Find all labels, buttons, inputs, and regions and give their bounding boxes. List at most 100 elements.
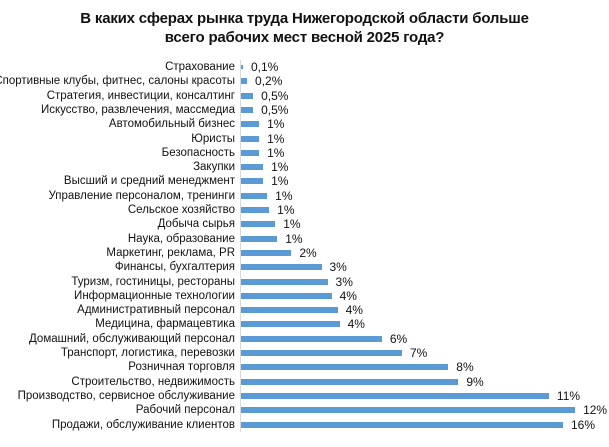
value-label: 12% [583,403,608,418]
category-label: Страхование [165,61,235,73]
bar-chart-plot-area: Страхование 0,1% Спортивные клубы, фитнес,… [0,60,609,432]
category-label: Стратегия, инвестиции, консалтинг [46,89,235,102]
value-label: 11% [556,388,581,403]
category-label: Закупки [193,161,235,174]
value-label: 9% [466,374,484,389]
bar-row: Финансы, бухгалтерия 3% [0,260,609,274]
bar-row: Рабочий персонал 12% [0,403,609,417]
category-label: Информационные технологии [74,289,235,302]
category-label: Управление персоналом, тренинги [48,189,236,202]
value-label: 1% [275,188,293,203]
category-label: Финансы, бухгалтерия [114,261,235,274]
category-label: Производство, сервисное обслуживание [17,389,235,402]
value-label: 1% [271,174,289,189]
value-label: 2% [299,245,317,260]
bar [241,292,332,299]
bar-row: Транспорт, логистика, перевозки 7% [0,346,609,360]
category-label: Добыча сырья [157,218,235,231]
bar [241,65,243,69]
value-label: 3% [329,260,347,275]
bar-row: Сельское хозяйство 1% [0,203,609,217]
value-label: 0,5% [261,88,289,103]
category-label: Туризм, гостиницы, рестораны [71,275,235,288]
category-label: Сельское хозяйство [127,204,235,216]
bar-row: Маркетинг, реклама, PR 2% [0,246,609,260]
value-label: 0,2% [255,74,283,89]
value-label: 8% [456,360,474,375]
bar-row: Домашний, обслуживающий персонал 6% [0,332,609,346]
chart-title-line-1: В каких сферах рынка труда Нижегородской… [80,10,529,27]
value-label: 1% [267,117,285,132]
bar [241,249,292,256]
value-label: 0,1% [251,60,279,74]
category-label: Искусство, развлечения, массмедиа [41,103,235,116]
bar-row: Туризм, гостиницы, рестораны 3% [0,275,609,289]
bar-row: Административный персонал 4% [0,303,609,317]
chart-title-line-2: всего рабочих мест весной 2025 года? [164,29,445,46]
bar-row: Спортивные клубы, фитнес, салоны красоты… [0,74,609,88]
category-label: Медицина, фармацевтика [95,318,235,331]
value-label: 4% [345,303,363,318]
bar [241,149,260,156]
bar [241,307,338,314]
category-label: Автомобильный бизнес [108,118,235,131]
bar [241,192,268,199]
bar [241,321,340,328]
bar-row: Медицина, фармацевтика 4% [0,317,609,331]
bar [241,350,402,356]
bar [241,207,270,213]
bar-row: Строительство, недвижимость 9% [0,375,609,389]
bar-row: Управление персоналом, тренинги 1% [0,189,609,203]
category-label: Административный персонал [77,304,235,317]
bar [241,407,576,414]
bar-row: Стратегия, инвестиции, консалтинг 0,5% [0,89,609,103]
value-label: 1% [267,131,285,146]
category-label: Юристы [191,132,235,145]
bar-row: Информационные технологии 4% [0,289,609,303]
value-label: 1% [271,160,289,175]
bar [241,378,459,385]
bar [241,421,563,428]
value-label: 4% [339,288,357,303]
bar-row: Безопасность 1% [0,146,609,160]
value-label: 0,5% [261,102,289,117]
bar-row: Закупки 1% [0,160,609,174]
value-label: 4% [347,317,365,332]
bar [241,364,449,371]
bar [241,335,382,342]
value-label: 16% [571,417,596,432]
bar-row: Розничная торговля 8% [0,360,609,374]
bar [241,178,264,185]
chart-title: В каких сферах рынка труда Нижегородской… [0,9,609,47]
value-label: 6% [389,331,408,346]
bar [241,78,248,85]
bar-row: Высший и средний менеджмент 1% [0,174,609,188]
value-label: 1% [277,203,295,217]
bar-row: Производство, сервисное обслуживание 11% [0,389,609,403]
bar [241,235,278,242]
bar-row: Добыча сырья 1% [0,217,609,231]
value-label: 1% [285,231,303,246]
bar [241,106,254,113]
category-label: Высший и средний менеджмент [63,175,235,188]
bar [241,221,276,228]
category-label: Наука, образование [127,232,235,245]
bar [241,92,254,99]
category-label: Безопасность [161,146,235,159]
bar-row: Страхование 0,1% [0,60,609,74]
category-label: Маркетинг, реклама, PR [106,246,235,259]
bar [241,278,328,285]
value-label: 7% [410,346,428,360]
bar [241,121,260,128]
bar-row: Искусство, развлечения, массмедиа 0,5% [0,103,609,117]
bar-row: Продажи, обслуживание клиентов 16% [0,418,609,432]
bar [241,392,549,399]
category-label: Рабочий персонал [135,404,235,417]
category-label: Розничная торговля [128,361,235,374]
category-label: Строительство, недвижимость [71,375,235,388]
category-label: Спортивные клубы, фитнес, салоны красоты [0,75,235,88]
bar [241,135,260,142]
category-axis-line [240,60,241,432]
category-label: Домашний, обслуживающий персонал [29,332,235,345]
value-label: 3% [335,274,353,289]
